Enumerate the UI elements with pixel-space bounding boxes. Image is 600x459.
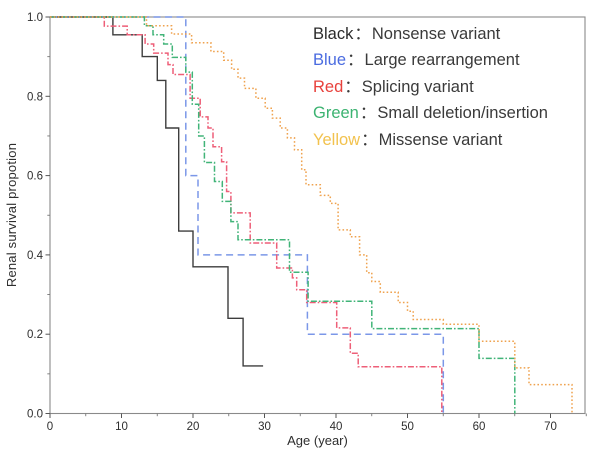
y-axis-tick-label: 0.4 [27,250,44,262]
legend-color-word: Red [313,77,344,96]
y-axis-tick-label: 0.8 [27,91,43,103]
legend-separator: ： [359,104,377,123]
x-axis-tick-label: 20 [187,421,200,433]
y-axis-tick-label: 0.0 [27,409,43,421]
x-axis-tick-label: 60 [473,421,486,433]
legend-separator: ： [354,25,371,43]
x-axis-tick-label: 40 [330,421,343,433]
y-axis-title: Renal survival propotion [4,142,19,288]
legend-label: Small deletion/insertion [377,104,548,123]
series-green-line [50,16,516,414]
legend-item-blue: Blue：Large rearrangement [313,47,548,73]
series-black-line [50,16,264,367]
x-axis-tick-label: 10 [115,421,128,433]
x-axis-tick-label: 30 [258,421,271,433]
x-axis-tick-label: 50 [401,421,414,433]
y-axis-tick-label: 0.6 [27,171,43,183]
x-axis-title: Age (year) [287,433,348,448]
series-red-line [50,16,443,414]
x-axis-tick-label: 70 [544,421,557,433]
legend-separator: ： [361,130,378,149]
legend-label: Missense variant [378,130,503,149]
legend: Black：Nonsense variant Blue：Large rearran… [313,21,548,153]
y-axis-tick-label: 0.2 [27,329,43,341]
y-axis-tick-label: 1.0 [27,12,43,24]
legend-color-word: Blue [313,51,347,70]
legend-separator: ： [344,77,361,96]
legend-separator: ： [347,51,364,70]
legend-item-yellow: Yellow：Missense variant [313,127,548,153]
legend-label: Nonsense variant [371,25,501,43]
legend-label: Large rearrangement [364,51,520,70]
legend-color-word: Yellow [313,130,361,149]
legend-label: Splicing variant [361,77,474,96]
legend-color-word: Black [313,25,354,43]
x-axis-tick-label: 0 [47,421,53,433]
legend-item-red: Red：Splicing variant [313,74,548,100]
legend-item-green: Green：Small deletion/insertion [313,100,548,126]
legend-item-black: Black：Nonsense variant [313,21,548,47]
legend-color-word: Green [313,104,359,123]
